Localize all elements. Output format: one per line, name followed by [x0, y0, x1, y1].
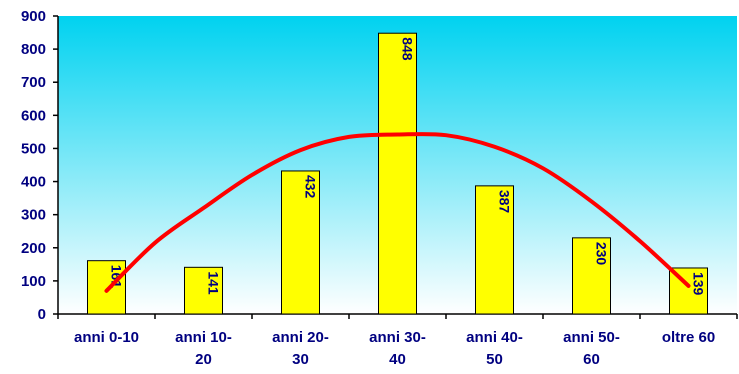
data-label: 387	[497, 190, 513, 214]
bar	[475, 185, 514, 315]
bars	[87, 32, 708, 315]
bar	[184, 266, 223, 315]
y-tick-label: 500	[21, 140, 46, 157]
trend-curve-group	[104, 131, 691, 293]
data-label: 230	[594, 242, 610, 266]
x-axis: anni 0-10 anni 10-20 anni 20-30 anni 30-40 a…	[57, 313, 738, 368]
bar	[572, 237, 611, 315]
trend-curve	[104, 131, 691, 293]
y-tick-label: 600	[21, 107, 46, 124]
y-tick-label: 700	[21, 74, 46, 91]
y-tick-label: 400	[21, 174, 46, 191]
y-tick-label: 800	[21, 41, 46, 58]
y-tick-label: 300	[21, 207, 46, 224]
data-label: 141	[206, 271, 222, 295]
bar	[281, 170, 320, 315]
y-axis: 0 100 200 300 400 500 600 700 800 900	[21, 8, 59, 323]
y-tick-label: 900	[21, 8, 46, 25]
y-tick-label: 0	[38, 306, 46, 323]
x-tick-label: anni 50-60	[563, 329, 620, 368]
data-label: 432	[303, 175, 319, 199]
x-tick-label: anni 20-30	[272, 329, 329, 368]
x-tick-label: anni 40-50	[466, 329, 523, 368]
y-tick-label: 100	[21, 273, 46, 290]
data-label: 848	[400, 37, 416, 61]
x-tick-label: anni 0-10	[74, 329, 139, 346]
x-tick-label: anni 30-40	[369, 329, 426, 368]
y-tick-label: 200	[21, 240, 46, 257]
x-tick-label: oltre 60	[662, 329, 715, 346]
x-tick-label: anni 10-20	[175, 329, 232, 368]
data-label: 139	[691, 272, 707, 296]
bar	[87, 260, 126, 315]
bar	[378, 32, 417, 315]
